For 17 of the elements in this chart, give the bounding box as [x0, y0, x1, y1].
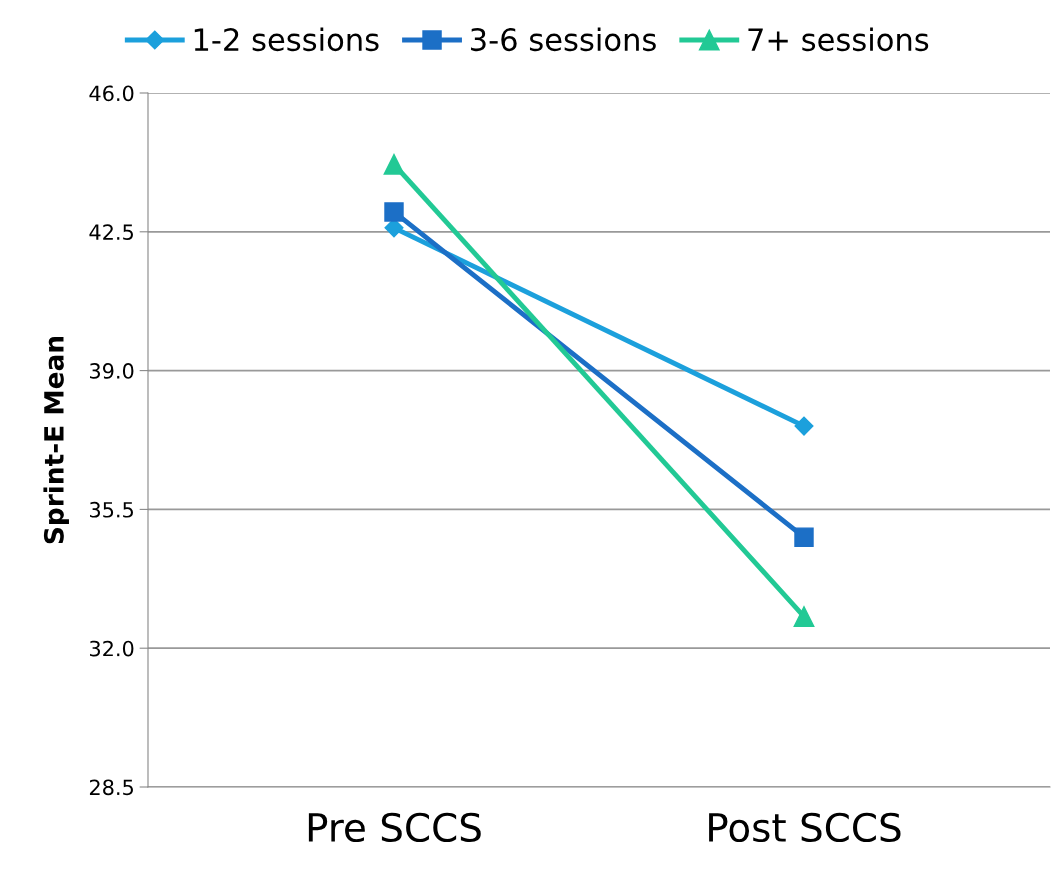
point [794, 416, 814, 436]
legend-label: 7+ sessions [748, 27, 929, 52]
y-tick-label: 28.5 [89, 779, 133, 796]
y-tick-label: 35.5 [90, 501, 133, 518]
legend-label: 3-6 sessions [471, 27, 656, 52]
y-tick-label: 42.5 [89, 224, 133, 241]
point [383, 153, 405, 175]
x-tick-label: Pre SCCS [308, 812, 481, 843]
legend-label: 1-2 sessions [194, 27, 379, 52]
y-tick-label: 46.0 [89, 85, 134, 102]
x-tick-label: Post SCCS [709, 812, 901, 843]
point [384, 202, 404, 222]
y-tick-label: 39.0 [90, 363, 134, 379]
point [794, 527, 814, 547]
y-axis-title: Sprint-E Mean [43, 336, 69, 544]
y-tick-label: 32.0 [90, 640, 134, 657]
point [793, 606, 815, 627]
